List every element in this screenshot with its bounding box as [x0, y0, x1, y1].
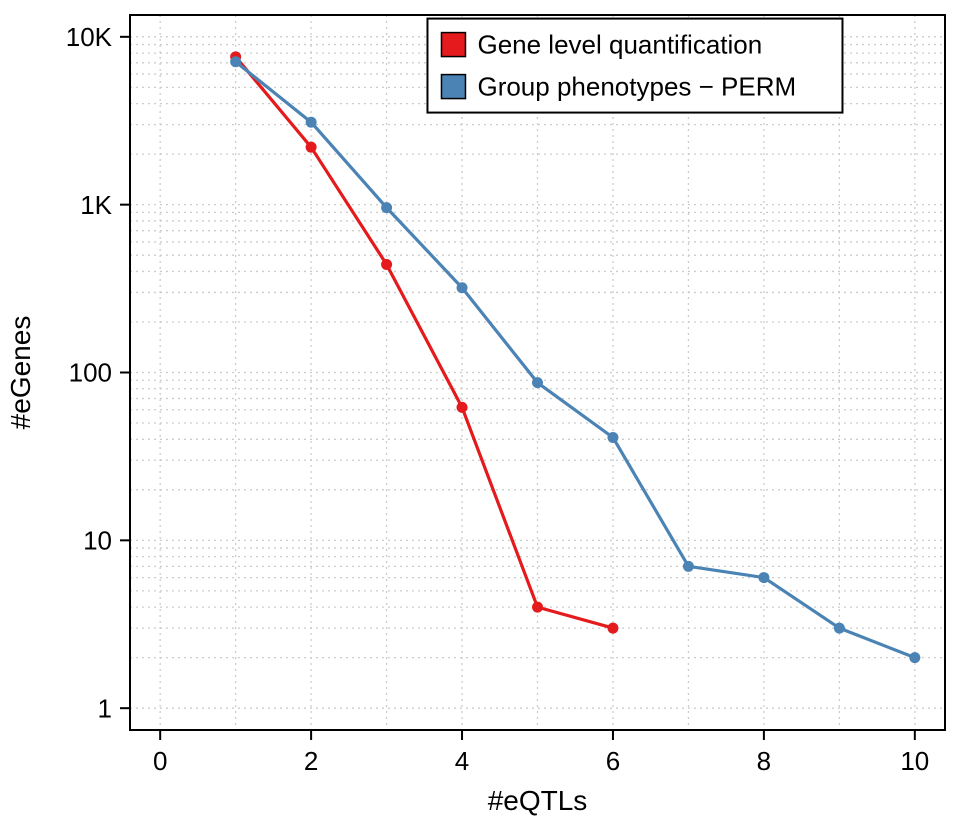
series-point-0: [607, 623, 618, 634]
series-point-1: [909, 652, 920, 663]
y-tick-label: 1: [98, 693, 112, 723]
x-tick-label: 8: [757, 746, 771, 776]
series-point-1: [457, 282, 468, 293]
y-tick-label: 100: [69, 358, 112, 388]
series-point-1: [758, 572, 769, 583]
y-tick-label: 10K: [66, 22, 113, 52]
series-point-0: [306, 142, 317, 153]
x-axis-label: #eQTLs: [488, 785, 588, 816]
series-point-1: [532, 377, 543, 388]
series-point-0: [532, 602, 543, 613]
line-chart: 0 2 4 6 8 10 1 10 100 1K 10K #eQTLs #eGenes Gene leve…: [0, 0, 960, 839]
series-point-1: [306, 117, 317, 128]
series-point-1: [381, 202, 392, 213]
series-point-1: [834, 623, 845, 634]
series-point-1: [230, 56, 241, 67]
series-point-1: [683, 561, 694, 572]
x-tick-label: 0: [153, 746, 167, 776]
x-tick-label: 10: [900, 746, 929, 776]
x-tick-label: 6: [606, 746, 620, 776]
x-tick-label: 4: [455, 746, 469, 776]
y-tick-label: 1K: [80, 190, 112, 220]
legend-swatch-1: [441, 75, 465, 99]
legend-swatch-0: [441, 33, 465, 57]
y-tick-label: 10: [83, 525, 112, 555]
x-tick-label: 2: [304, 746, 318, 776]
legend-label-0: Gene level quantification: [477, 30, 762, 60]
chart-container: 0 2 4 6 8 10 1 10 100 1K 10K #eQTLs #eGenes Gene leve…: [0, 0, 960, 839]
series-point-1: [607, 432, 618, 443]
series-point-0: [457, 402, 468, 413]
y-axis-label: #eGenes: [5, 316, 36, 430]
series-point-0: [381, 259, 392, 270]
legend-label-1: Group phenotypes − PERM: [477, 72, 796, 102]
